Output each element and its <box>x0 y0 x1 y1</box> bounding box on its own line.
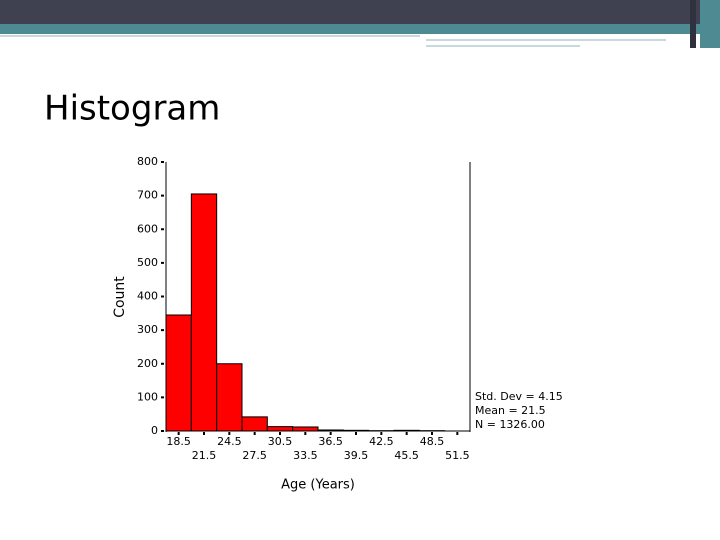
y-axis-label: Count <box>112 276 128 318</box>
bar <box>241 416 268 432</box>
y-tick-label: 300 <box>137 323 158 336</box>
x-tick-label: 51.5 <box>445 449 470 462</box>
x-tick-label: 42.5 <box>369 435 394 448</box>
y-tick-label: 400 <box>137 290 158 303</box>
accent-block <box>700 0 720 48</box>
x-tick-label: 30.5 <box>268 435 293 448</box>
stat-text: N = 1326.00 <box>475 418 545 431</box>
x-tick-label: 33.5 <box>293 449 318 462</box>
accent-block <box>690 0 696 48</box>
bar <box>165 314 192 432</box>
x-tick-label: 24.5 <box>217 435 242 448</box>
x-tick-label: 27.5 <box>242 449 267 462</box>
x-tick-label: 21.5 <box>192 449 217 462</box>
stat-text: Mean = 21.5 <box>475 404 546 417</box>
y-tick-label: 0 <box>151 424 158 437</box>
bar <box>216 363 243 432</box>
bar <box>190 193 218 432</box>
y-tick-label: 800 <box>137 155 158 168</box>
y-tick-label: 700 <box>137 189 158 202</box>
stat-text: Std. Dev = 4.15 <box>475 390 563 403</box>
x-tick-label: 39.5 <box>344 449 369 462</box>
x-tick-label: 45.5 <box>394 449 419 462</box>
top-band <box>0 0 720 24</box>
y-tick-label: 600 <box>137 222 158 235</box>
x-axis-label: Age (Years) <box>281 478 355 493</box>
y-tick-label: 100 <box>137 390 158 403</box>
accent-band <box>0 24 720 34</box>
x-tick-label: 48.5 <box>420 435 445 448</box>
x-tick-label: 18.5 <box>166 435 191 448</box>
x-tick-label: 36.5 <box>318 435 343 448</box>
bar <box>292 426 319 432</box>
y-tick-label: 200 <box>137 357 158 370</box>
bar <box>266 426 294 432</box>
y-tick-label: 500 <box>137 256 158 269</box>
slide-title: Histogram <box>44 89 220 129</box>
